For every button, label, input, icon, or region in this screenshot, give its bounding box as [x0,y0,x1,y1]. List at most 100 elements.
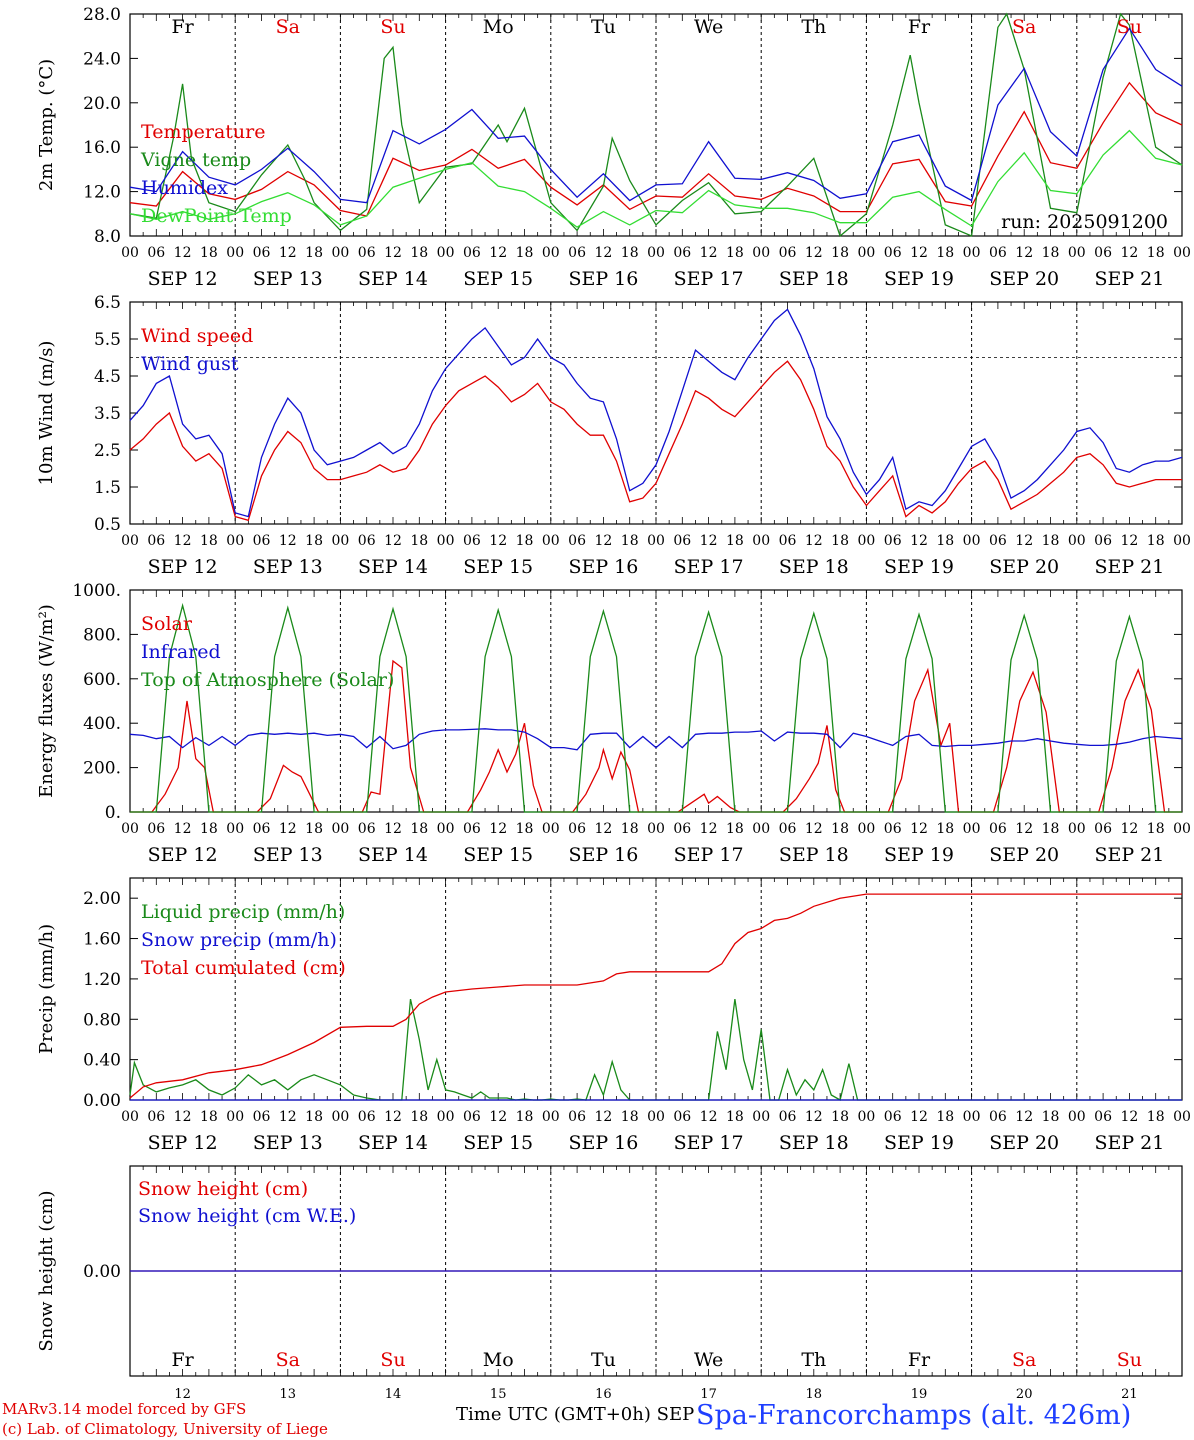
hour-tick-label: 12 [384,1109,402,1125]
hour-tick-label: 12 [594,245,612,261]
hour-tick-label: 12 [489,821,507,837]
hour-tick-label: 06 [779,245,797,261]
hour-tick-label: 00 [1173,821,1191,837]
y-axis-label: 10m Wind (m/s) [36,341,57,486]
date-label: SEP 16 [568,268,638,290]
hour-tick-label: 18 [936,1109,954,1125]
hour-tick-label: 12 [489,245,507,261]
x-axis-label-text: Time UTC (GMT+0h) [456,1404,651,1425]
weekday-label: Fr [171,16,194,38]
y-tick-label: 16.0 [83,138,121,158]
hour-tick-label: 18 [1042,533,1060,549]
hour-tick-label: 00 [226,533,244,549]
hour-tick-label: 00 [542,1109,560,1125]
y-axis-label: Precip (mm/h) [36,924,57,1054]
hour-tick-label: 18 [516,245,534,261]
hour-tick-label: 12 [1015,533,1033,549]
hour-tick-label: 12 [1120,533,1138,549]
y-tick-label: 600. [83,670,121,690]
hour-tick-label: 12 [174,821,192,837]
hour-tick-label: 06 [463,821,481,837]
date-label: SEP 15 [463,268,533,290]
hour-tick-label: 12 [1015,821,1033,837]
hour-tick-label: 00 [542,821,560,837]
hour-tick-label: 06 [673,1109,691,1125]
hour-tick-label: 06 [463,533,481,549]
weekday-label: Su [1117,1349,1142,1371]
hour-tick-label: 12 [384,245,402,261]
hour-tick-label: 00 [752,245,770,261]
hour-tick-label: 18 [621,245,639,261]
hour-tick-label: 18 [726,1109,744,1125]
hour-tick-label: 06 [779,1109,797,1125]
hour-tick-label: 00 [542,245,560,261]
y-tick-label: 400. [83,714,121,734]
date-label: SEP 21 [1094,268,1164,290]
hour-tick-label: 06 [989,1109,1007,1125]
weekday-label: We [694,1349,723,1371]
hour-tick-label: 12 [805,245,823,261]
legend-entry: Snow height (cm) [138,1178,308,1200]
hour-tick-label: 12 [594,821,612,837]
date-label: SEP 19 [884,268,954,290]
y-tick-label: 800. [83,625,121,645]
hour-tick-label: 00 [1173,533,1191,549]
day-number-label: 19 [911,1387,928,1402]
hour-tick-label: 18 [410,821,428,837]
y-tick-label: 0.40 [83,1051,121,1071]
hour-tick-label: 06 [253,1109,271,1125]
date-label: SEP 13 [253,1132,323,1154]
date-label: SEP 15 [463,844,533,866]
hour-tick-label: 00 [752,821,770,837]
hour-tick-label: 18 [726,533,744,549]
hour-tick-label: 18 [305,1109,323,1125]
hour-tick-label: 00 [963,1109,981,1125]
day-number-label: 15 [490,1387,507,1402]
hour-tick-label: 18 [936,821,954,837]
day-number-label: 17 [700,1387,717,1402]
weekday-label: Su [380,1349,405,1371]
date-label: SEP 14 [358,844,428,866]
hour-tick-label: 18 [621,1109,639,1125]
hour-tick-label: 06 [884,821,902,837]
date-label: SEP 18 [779,1132,849,1154]
hour-tick-label: 00 [437,245,455,261]
run-annotation: run: 2025091200 [1001,211,1168,233]
y-tick-label: 6.5 [94,293,121,313]
weekday-label: Th [801,1349,826,1371]
hour-tick-label: 06 [253,245,271,261]
hour-tick-label: 12 [594,1109,612,1125]
hour-tick-label: 06 [779,821,797,837]
y-tick-label: 24.0 [83,49,121,69]
hour-tick-label: 00 [226,245,244,261]
series-line [129,893,1182,1099]
hour-tick-label: 00 [121,1109,139,1125]
date-label: SEP 17 [674,556,744,578]
panel-precip: 0.00 0.40 0.80 1.20 1.60 2.00 Precip (mm/h) Liq… [36,877,1191,1154]
date-label: SEP 19 [884,556,954,578]
hour-tick-label: 06 [989,821,1007,837]
hour-tick-label: 00 [857,1109,875,1125]
hour-tick-label: 12 [279,821,297,837]
y-tick-label: 0.00 [83,1091,121,1111]
day-number-label: 18 [806,1387,823,1402]
hour-tick-label: 00 [121,533,139,549]
hour-tick-label: 06 [673,821,691,837]
date-label: SEP 15 [463,556,533,578]
weekday-label: Th [801,16,826,38]
legend-entry: Top of Atmosphere (Solar) [141,669,394,691]
hour-tick-label: 06 [463,1109,481,1125]
hour-tick-label: 12 [805,1109,823,1125]
hour-tick-label: 12 [700,1109,718,1125]
date-label: SEP 16 [568,1132,638,1154]
hour-tick-label: 00 [331,821,349,837]
y-tick-label: 4.5 [94,367,121,387]
hour-tick-label: 12 [1120,821,1138,837]
weekday-label: Tu [591,16,616,38]
credits: MARv3.14 model forced by GFS (c) Lab. of… [2,1399,328,1439]
hour-tick-label: 12 [279,245,297,261]
hour-tick-label: 18 [936,533,954,549]
date-label: SEP 20 [989,844,1059,866]
hour-tick-label: 06 [358,1109,376,1125]
hour-tick-label: 18 [200,245,218,261]
